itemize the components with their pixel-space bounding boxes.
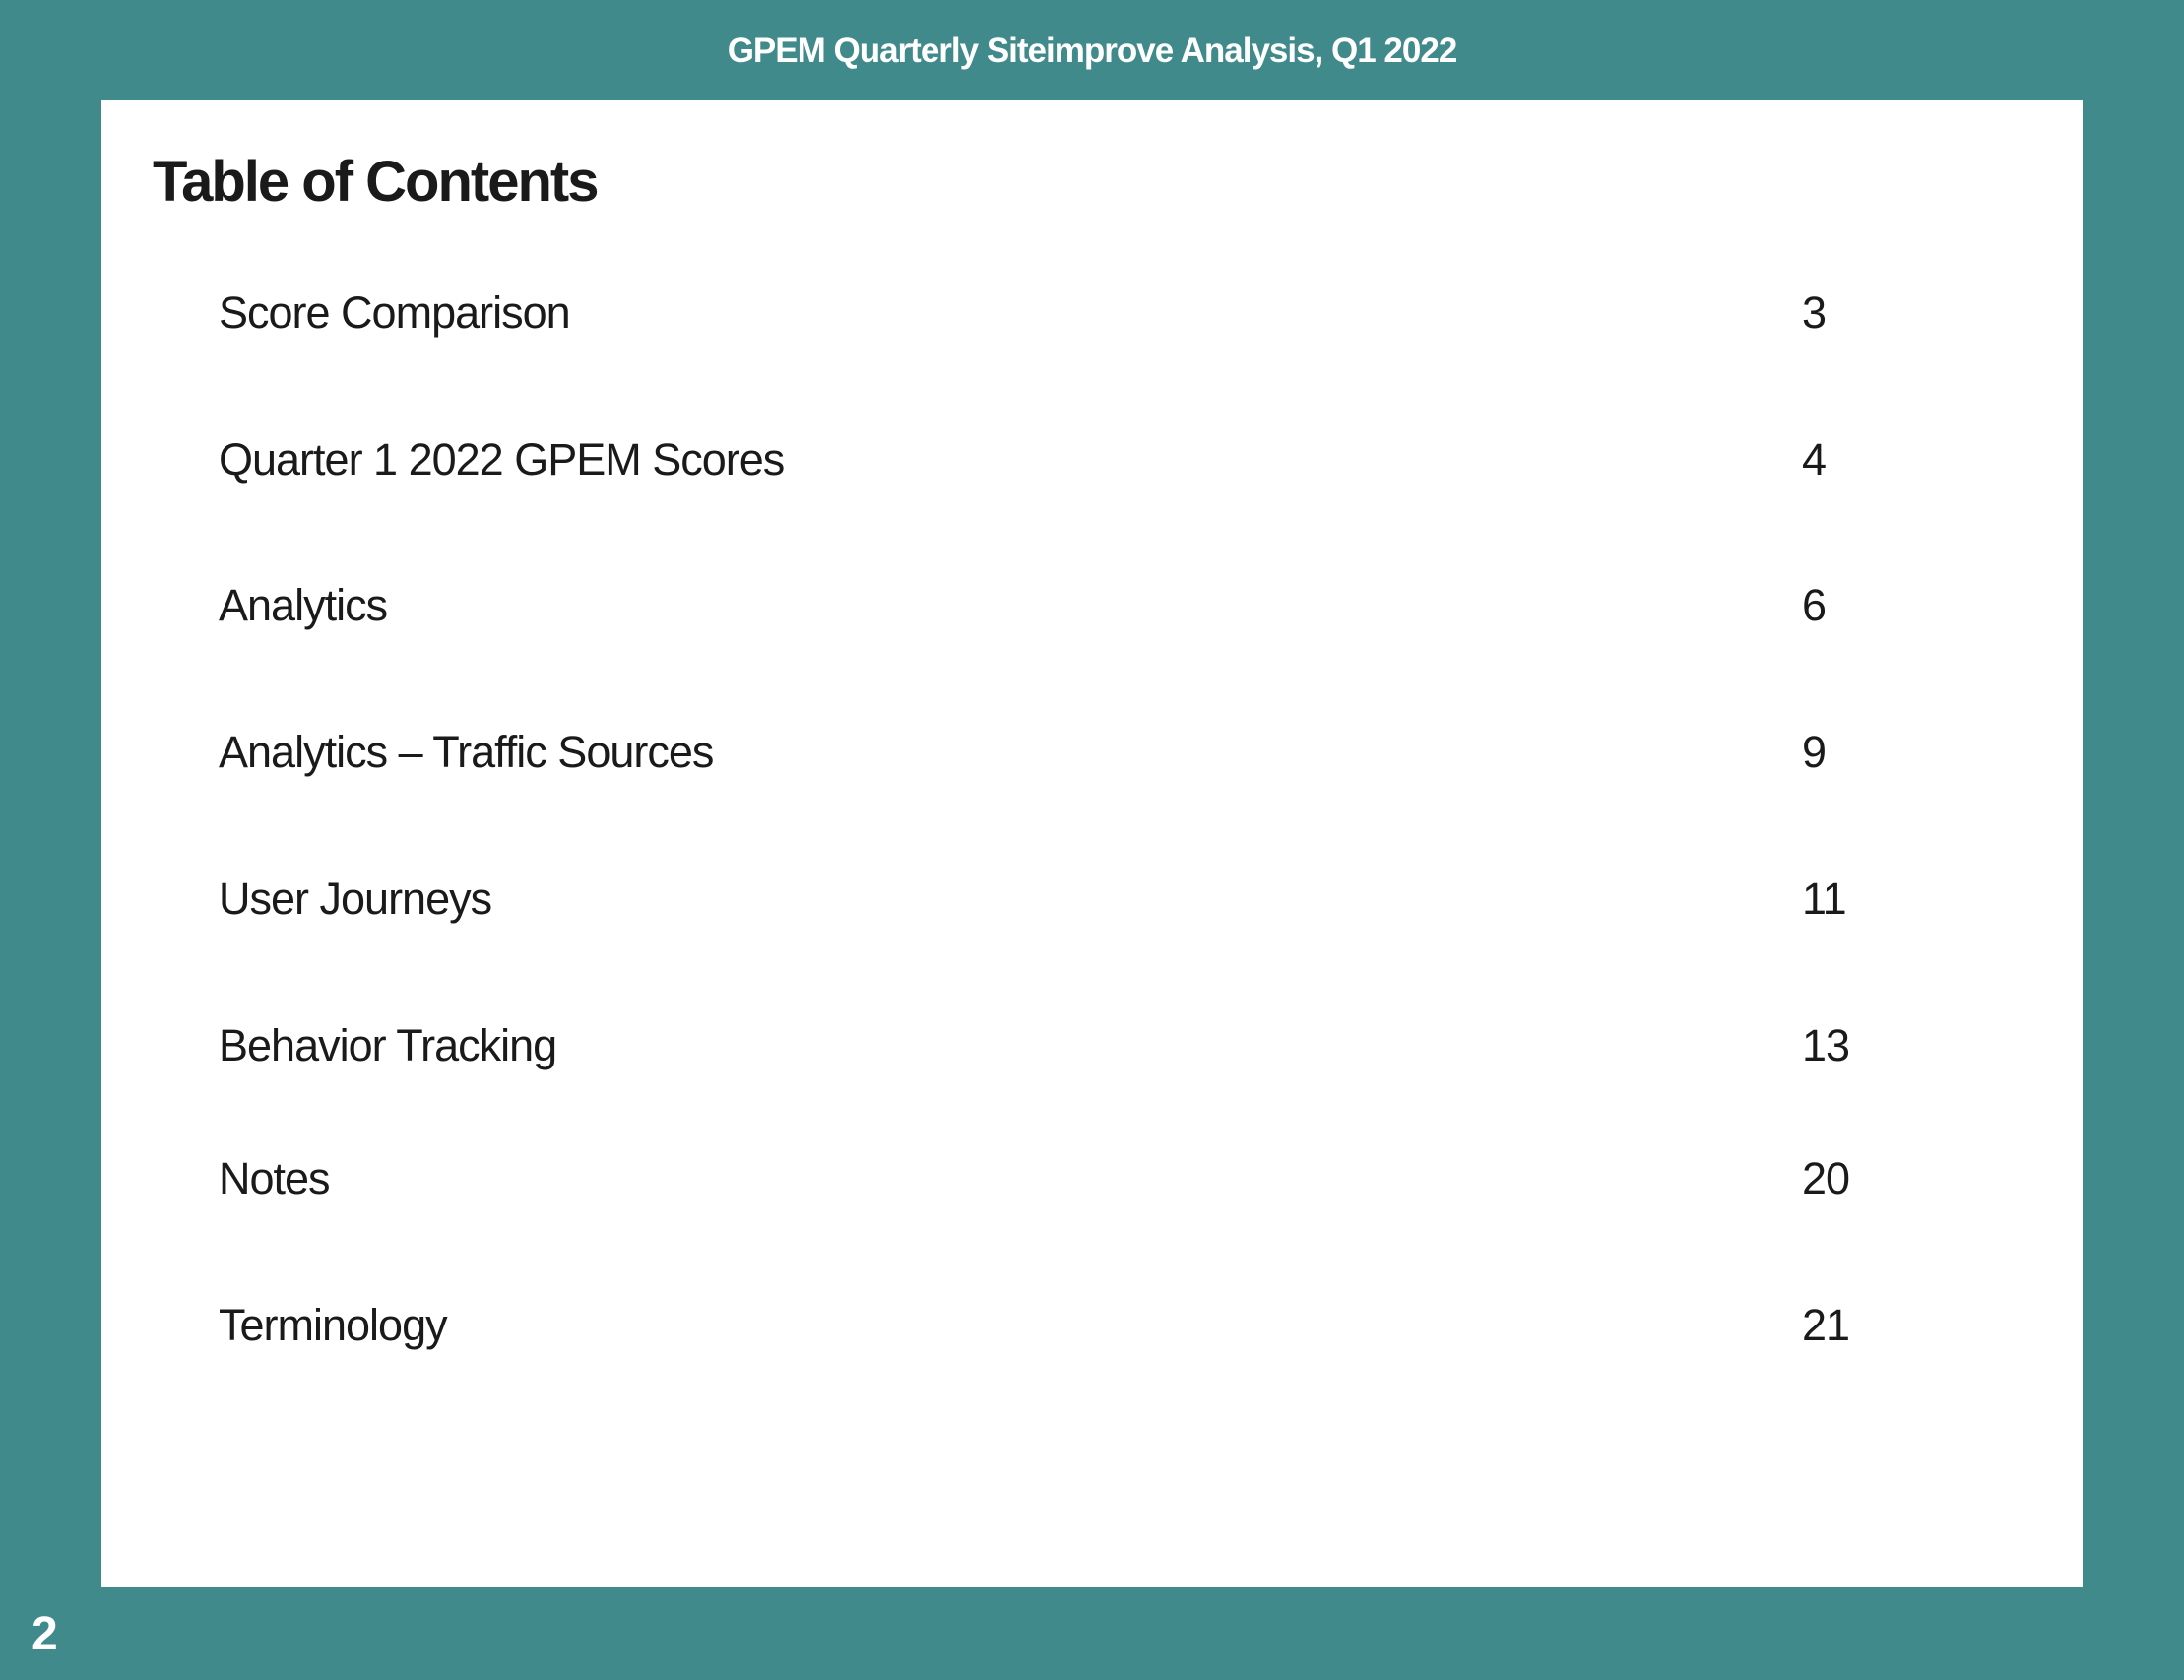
toc-entry-notes[interactable]: Notes 20 — [101, 1149, 2083, 1208]
toc-entry-page-number: 11 — [1802, 873, 1847, 924]
toc-entry-title: Behavior Tracking — [219, 1020, 557, 1070]
toc-entry-page-number: 20 — [1802, 1153, 1850, 1203]
toc-entry-analytics[interactable]: Analytics 6 — [101, 576, 2083, 635]
toc-entry-q1-2022-scores[interactable]: Quarter 1 2022 GPEM Scores 4 — [101, 430, 2083, 489]
toc-entry-analytics-traffic-sources[interactable]: Analytics – Traffic Sources 9 — [101, 723, 2083, 782]
toc-entry-title: Analytics — [219, 580, 388, 630]
toc-entry-page-number: 6 — [1802, 580, 1827, 630]
toc-entry-page-number: 9 — [1802, 727, 1827, 777]
toc-entry-title: Quarter 1 2022 GPEM Scores — [219, 434, 785, 485]
toc-entry-title: Analytics – Traffic Sources — [219, 727, 714, 777]
toc-heading: Table of Contents — [153, 150, 599, 214]
toc-entry-page-number: 4 — [1802, 434, 1827, 485]
toc-entry-page-number: 3 — [1802, 288, 1827, 338]
toc-entry-score-comparison[interactable]: Score Comparison 3 — [101, 284, 2083, 343]
toc-entry-title: User Journeys — [219, 873, 492, 924]
toc-list: Score Comparison 3 Quarter 1 2022 GPEM S… — [101, 100, 2083, 1587]
toc-entry-page-number: 13 — [1802, 1020, 1850, 1070]
toc-entry-user-journeys[interactable]: User Journeys 11 — [101, 870, 2083, 929]
toc-entry-title: Terminology — [219, 1300, 448, 1350]
toc-entry-behavior-tracking[interactable]: Behavior Tracking 13 — [101, 1016, 2083, 1075]
document-header-title: GPEM Quarterly Siteimprove Analysis, Q1 … — [727, 32, 1458, 70]
page-number: 2 — [32, 1608, 58, 1660]
toc-entry-title: Notes — [219, 1153, 331, 1203]
content-panel: Table of Contents Score Comparison 3 Qua… — [101, 100, 2083, 1587]
toc-entry-title: Score Comparison — [219, 288, 571, 338]
toc-entry-page-number: 21 — [1802, 1300, 1850, 1350]
toc-entry-terminology[interactable]: Terminology 21 — [101, 1296, 2083, 1355]
